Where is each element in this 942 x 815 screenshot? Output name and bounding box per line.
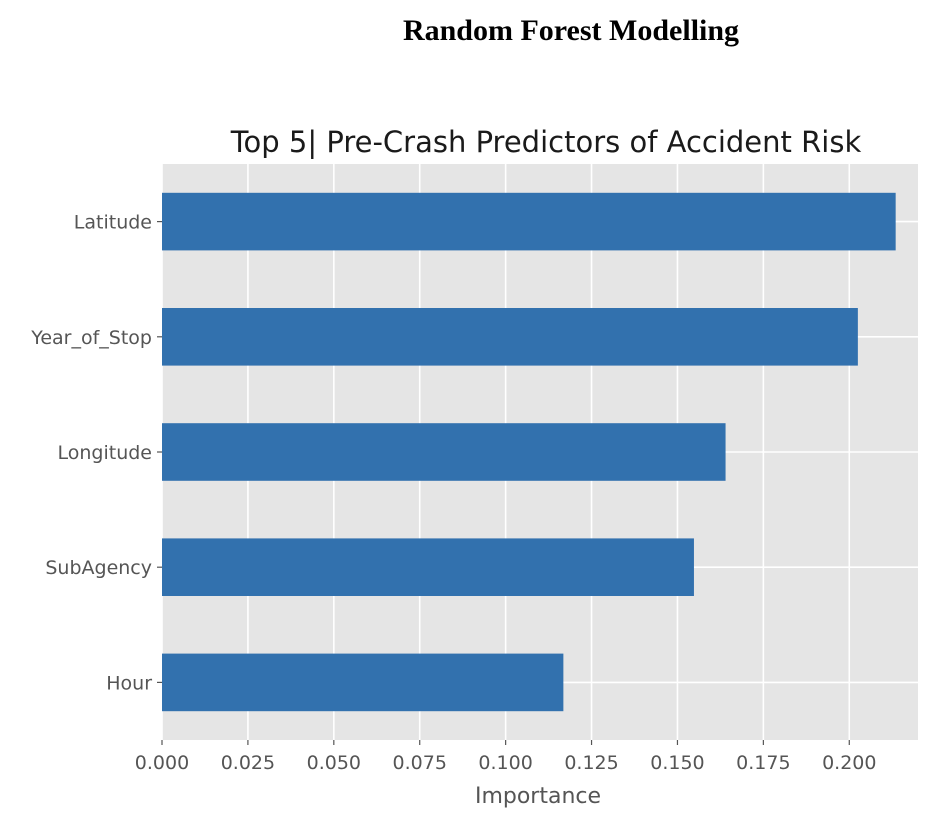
x-tick-label: 0.150 (650, 752, 704, 774)
x-tick-label: 0.000 (135, 752, 189, 774)
x-tick-label: 0.200 (822, 752, 876, 774)
x-tick-label: 0.050 (307, 752, 361, 774)
y-tick-label: Year_of_Stop (30, 327, 152, 349)
bar-latitude (162, 192, 896, 251)
x-tick-label: 0.125 (564, 752, 618, 774)
x-tick-label: 0.100 (478, 752, 532, 774)
x-tick-label: 0.025 (221, 752, 275, 774)
page-heading: Random Forest Modelling (402, 14, 740, 47)
y-tick-label: Latitude (74, 212, 152, 234)
bar-longitude (162, 423, 726, 481)
y-tick-label: Longitude (58, 442, 153, 464)
y-tick-label: SubAgency (45, 557, 152, 579)
chart-title: Top 5| Pre-Crash Predictors of Accident … (230, 125, 862, 159)
y-tick-label: Hour (106, 672, 152, 694)
bar-subagency (162, 538, 694, 596)
x-tick-label: 0.075 (393, 752, 447, 774)
x-axis-label: Importance (475, 784, 601, 809)
bar-year-of-stop (162, 308, 858, 366)
bar-hour (162, 653, 564, 712)
x-tick-label: 0.175 (736, 752, 790, 774)
